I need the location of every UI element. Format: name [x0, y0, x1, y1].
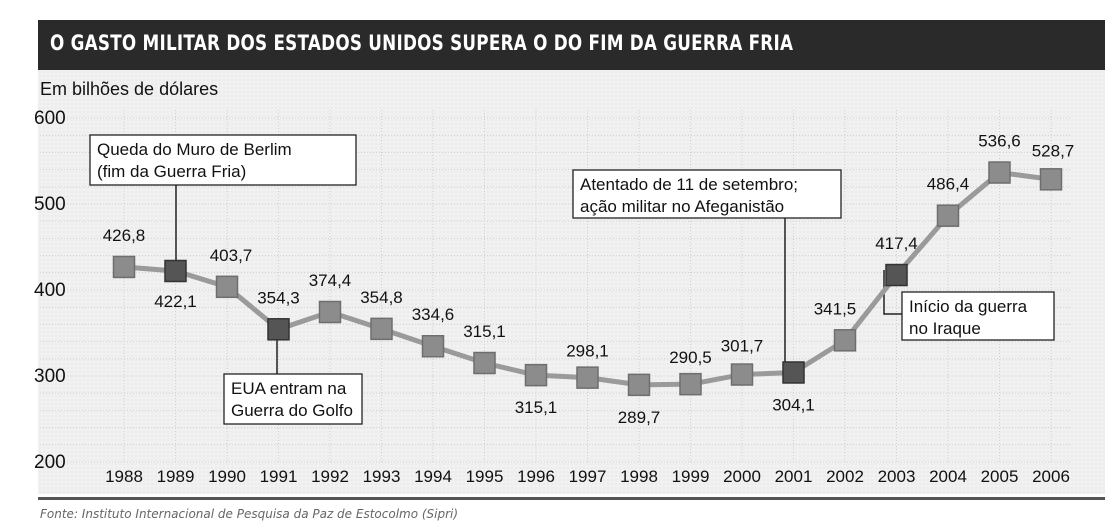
data-point-marker	[318, 300, 342, 324]
data-label: 301,7	[721, 337, 764, 356]
data-point-marker	[370, 317, 393, 341]
annotation-text: Guerra do Golfo	[231, 401, 353, 420]
data-point-marker	[833, 329, 857, 352]
unit-label: Em bilhões de dólares	[40, 79, 219, 99]
data-label: 289,7	[618, 408, 661, 427]
annotation-text: (fim da Guerra Fria)	[97, 162, 246, 181]
data-label: 304,1	[772, 395, 815, 414]
data-label: 528,7	[1032, 141, 1075, 160]
x-tick-label: 1990	[208, 467, 246, 486]
annotation-text: ação militar no Afeganistão	[580, 197, 784, 216]
y-tick-label: 300	[34, 366, 66, 387]
data-point-marker	[215, 275, 239, 299]
data-point-marker	[421, 334, 445, 358]
x-tick-label: 2001	[775, 467, 813, 486]
y-tick-label: 600	[34, 108, 66, 129]
annotation-box	[223, 373, 363, 425]
x-tick-label: 1991	[260, 467, 298, 486]
data-label: 354,8	[360, 288, 403, 307]
annotation-text: Início da guerra	[909, 297, 1028, 316]
data-point-marker	[679, 372, 702, 396]
data-label: 486,4	[927, 175, 970, 194]
annotation-box	[901, 291, 1055, 341]
data-point-marker	[576, 366, 599, 389]
data-point-marker	[627, 373, 651, 397]
data-point-marker	[730, 363, 754, 386]
footer-rule	[38, 497, 1105, 500]
data-label: 315,1	[515, 398, 558, 417]
data-point-marker	[473, 351, 496, 375]
data-label: 315,1	[463, 322, 506, 341]
y-tick-label: 500	[34, 194, 66, 215]
x-tick-label: 2003	[878, 467, 916, 486]
data-point-marker	[988, 161, 1011, 184]
annotation-box	[89, 134, 357, 186]
data-label: 417,4	[875, 234, 918, 253]
title-bar: O GASTO MILITAR DOS ESTADOS UNIDOS SUPER…	[38, 20, 1105, 70]
y-tick-label: 400	[34, 280, 66, 301]
x-tick-label: 2005	[981, 467, 1019, 486]
x-tick-label: 1996	[517, 467, 555, 486]
data-point-marker	[164, 259, 187, 283]
x-tick-label: 2000	[723, 467, 761, 486]
data-point-marker	[112, 255, 136, 279]
x-tick-label: 2002	[826, 467, 864, 486]
y-tick-label: 200	[34, 452, 66, 473]
x-tick-label: 1992	[311, 467, 349, 486]
data-label: 298,1	[566, 342, 609, 361]
x-tick-label: 1993	[363, 467, 401, 486]
data-label: 341,5	[814, 299, 857, 318]
annotation-text: EUA entram na	[231, 379, 347, 398]
data-label: 354,3	[257, 288, 300, 307]
data-point-marker	[885, 263, 908, 287]
x-tick-label: 1999	[672, 467, 710, 486]
source-note: Fonte: Instituto Internacional de Pesqui…	[40, 507, 459, 521]
data-label: 403,7	[210, 246, 253, 265]
x-tick-label: 2006	[1032, 467, 1070, 486]
chart-title: O GASTO MILITAR DOS ESTADOS UNIDOS SUPER…	[50, 31, 794, 55]
data-label: 426,8	[103, 226, 146, 245]
annotation-box	[572, 169, 842, 219]
data-point-marker	[267, 318, 290, 341]
x-tick-label: 1989	[157, 467, 195, 486]
x-tick-label: 1995	[466, 467, 504, 486]
x-tick-label: 1998	[620, 467, 658, 486]
annotation-text: Queda do Muro de Berlim	[97, 140, 292, 159]
annotation-text: Atentado de 11 de setembro;	[580, 175, 798, 194]
x-tick-label: 1988	[105, 467, 143, 486]
data-label: 334,6	[412, 305, 455, 324]
data-label: 374,4	[309, 271, 352, 290]
data-point-marker	[524, 363, 548, 387]
x-tick-label: 1994	[414, 467, 452, 486]
data-point-marker	[782, 361, 805, 384]
data-label: 290,5	[669, 348, 712, 367]
annotation-text: no Iraque	[909, 319, 981, 338]
x-tick-label: 1997	[569, 467, 607, 486]
x-tick-label: 2004	[929, 467, 967, 486]
annotation-connector	[883, 270, 902, 315]
data-point-marker	[936, 204, 960, 227]
data-label: 536,6	[978, 132, 1021, 151]
data-label: 422,1	[154, 292, 197, 311]
data-point-marker	[1039, 168, 1063, 191]
